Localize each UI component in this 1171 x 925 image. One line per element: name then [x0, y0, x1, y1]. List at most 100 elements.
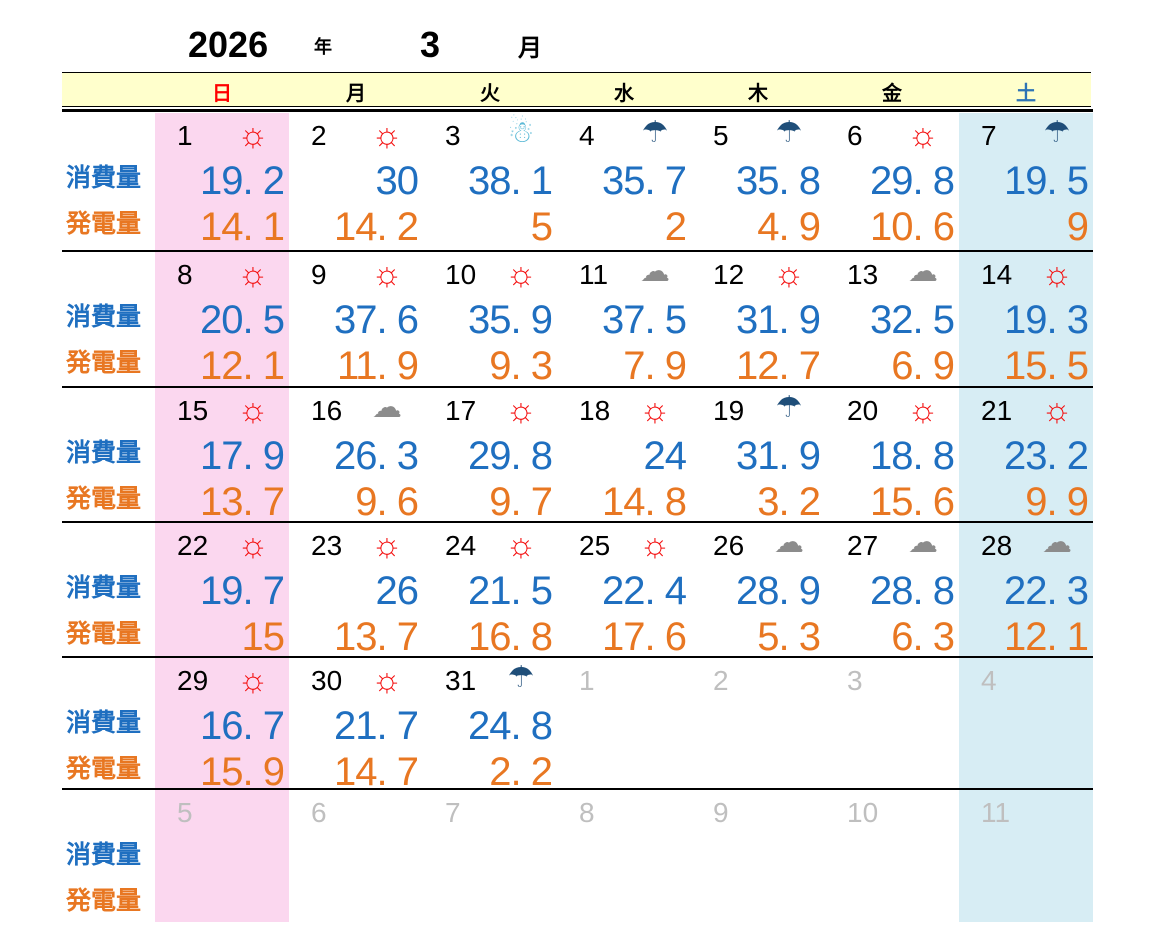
- sun-icon: ☼: [237, 526, 269, 564]
- day-number: 31: [445, 665, 477, 696]
- row-label-generation: 発電量: [66, 755, 142, 783]
- day-number: 2: [311, 120, 327, 151]
- day-number: 10: [847, 797, 879, 828]
- sun-icon: ☼: [505, 526, 537, 564]
- day-number: 3: [445, 120, 461, 151]
- day-cell[interactable]: [959, 790, 1093, 925]
- consumption-value: 19. 2: [200, 159, 285, 203]
- day-number: 30: [311, 665, 343, 696]
- day-cell[interactable]: [825, 658, 959, 788]
- row-label-generation: 発電量: [66, 485, 142, 513]
- generation-value: 4. 9: [757, 205, 821, 249]
- generation-value: 15. 9: [200, 750, 285, 794]
- weekday-header-5: 金: [882, 83, 902, 105]
- day-number: 14: [981, 259, 1013, 290]
- generation-value: 14. 7: [334, 750, 419, 794]
- day-number: 11: [981, 797, 1011, 828]
- generation-value: 5: [530, 205, 553, 249]
- day-number: 21: [981, 395, 1013, 426]
- day-number: 6: [311, 797, 327, 828]
- consumption-value: 32. 5: [870, 298, 955, 342]
- day-number: 28: [981, 530, 1013, 561]
- consumption-value: 24. 8: [468, 704, 553, 748]
- sun-icon: ☼: [237, 255, 269, 293]
- title-month: 3: [420, 24, 441, 65]
- row-label-generation: 発電量: [66, 887, 142, 915]
- day-number: 20: [847, 395, 879, 426]
- row-label-consumption: 消費量: [66, 303, 142, 331]
- generation-value: 6. 9: [891, 344, 955, 388]
- umbrella-icon: ☂: [775, 391, 803, 424]
- week-separator-2: [62, 521, 1093, 523]
- consumption-value: 30: [375, 159, 420, 203]
- sun-icon: ☼: [1041, 391, 1073, 429]
- generation-value: 2: [664, 205, 687, 249]
- weekday-header-4: 木: [748, 83, 768, 105]
- day-cell[interactable]: [557, 658, 691, 788]
- row-label-consumption: 消費量: [66, 841, 142, 869]
- weekday-header-3: 水: [614, 83, 634, 105]
- consumption-value: 18. 8: [870, 434, 955, 478]
- day-number: 17: [445, 395, 477, 426]
- generation-value: 14. 2: [334, 205, 419, 249]
- generation-value: 13. 7: [200, 480, 285, 524]
- day-number: 25: [579, 530, 611, 561]
- day-number: 1: [177, 120, 193, 151]
- day-cell[interactable]: [959, 658, 1093, 788]
- day-cell[interactable]: [691, 658, 825, 788]
- generation-value: 12. 1: [1004, 615, 1089, 659]
- day-number: 29: [177, 665, 209, 696]
- consumption-value: 28. 8: [870, 569, 955, 613]
- row-label-consumption: 消費量: [66, 709, 142, 737]
- day-number: 7: [445, 797, 461, 828]
- day-number: 24: [445, 530, 477, 561]
- weekday-header-6: 土: [1016, 83, 1036, 105]
- week-separator-3: [62, 656, 1093, 658]
- consumption-value: 35. 9: [468, 298, 553, 342]
- sun-icon: ☼: [371, 255, 403, 293]
- weekday-header-band: [62, 72, 1091, 107]
- umbrella-icon: ☂: [1043, 116, 1071, 149]
- consumption-value: 21. 5: [468, 569, 553, 613]
- day-cell[interactable]: [691, 790, 825, 925]
- consumption-value: 29. 8: [468, 434, 553, 478]
- day-number: 12: [713, 259, 745, 290]
- cloud-icon: ☁: [372, 391, 402, 424]
- day-cell[interactable]: [423, 790, 557, 925]
- generation-value: 7. 9: [623, 344, 687, 388]
- sun-icon: ☼: [237, 661, 269, 699]
- sun-icon: ☼: [773, 255, 805, 293]
- title-month-suffix: 月: [518, 35, 542, 62]
- day-cell[interactable]: [557, 790, 691, 925]
- day-number: 7: [981, 120, 997, 151]
- consumption-value: 20. 5: [200, 298, 285, 342]
- day-cell[interactable]: [289, 790, 423, 925]
- day-cell[interactable]: [825, 790, 959, 925]
- day-number: 4: [579, 120, 595, 151]
- consumption-value: 17. 9: [200, 434, 285, 478]
- row-label-consumption: 消費量: [66, 439, 142, 467]
- week-separator-0: [62, 250, 1093, 252]
- consumption-value: 35. 7: [602, 159, 687, 203]
- sun-icon: ☼: [639, 391, 671, 429]
- sun-icon: ☼: [505, 391, 537, 429]
- generation-value: 9. 6: [355, 480, 419, 524]
- row-label-consumption: 消費量: [66, 574, 142, 602]
- consumption-value: 19. 5: [1004, 159, 1089, 203]
- sun-icon: ☼: [907, 391, 939, 429]
- consumption-value: 26: [375, 569, 420, 613]
- generation-value: 15: [241, 615, 286, 659]
- day-number: 18: [579, 395, 611, 426]
- generation-value: 9. 7: [489, 480, 553, 524]
- consumption-value: 19. 7: [200, 569, 285, 613]
- generation-value: 15. 5: [1004, 344, 1089, 388]
- row-label-generation: 発電量: [66, 210, 142, 238]
- consumption-value: 26. 3: [334, 434, 419, 478]
- day-cell[interactable]: [155, 790, 289, 925]
- title-year: 2026: [188, 24, 269, 65]
- day-number: 8: [177, 259, 193, 290]
- day-number: 9: [713, 797, 729, 828]
- generation-value: 17. 6: [602, 615, 687, 659]
- day-number: 26: [713, 530, 745, 561]
